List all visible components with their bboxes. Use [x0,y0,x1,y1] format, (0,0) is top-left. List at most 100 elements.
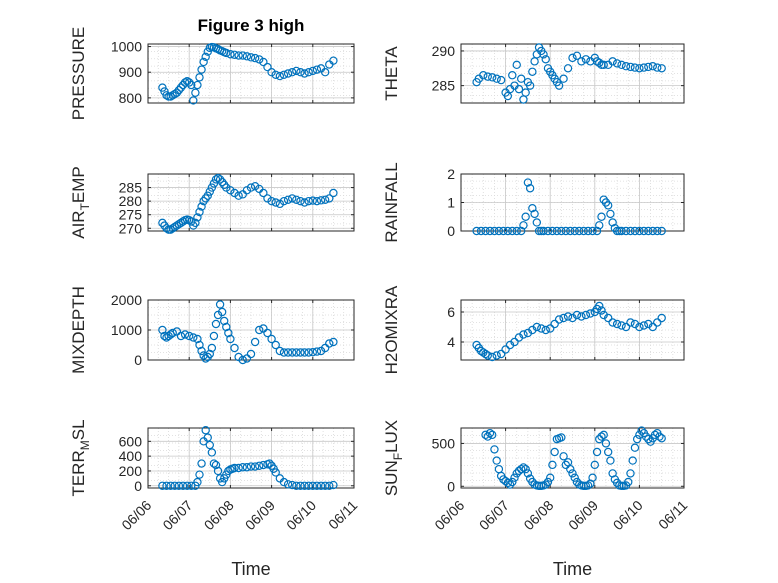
data-point [246,53,256,62]
data-point [288,68,297,77]
x-tick-label: 06/11 [325,497,361,533]
data-point [209,179,219,188]
data-point [603,313,613,323]
data-point [263,194,272,203]
y-tick-label: 600 [119,433,143,449]
data-point [550,447,559,457]
data-point [288,348,297,357]
data-point [304,348,313,357]
data-point [250,462,260,471]
data-point [635,322,644,332]
data-point [187,481,196,490]
data-point [246,462,256,471]
data-point [230,50,239,59]
data-point [528,203,537,213]
data-point [312,65,322,74]
data-point [588,473,597,482]
data-point [275,199,285,209]
data-point [250,53,260,63]
data-point [496,75,506,85]
data-point [304,481,313,490]
data-point [162,481,171,490]
panel-theta: 285 290 THETA [382,43,685,104]
data-point [189,333,198,342]
data-point [492,351,501,360]
data-point [279,196,289,206]
data-point [222,48,231,58]
data-point [259,324,268,333]
y-tick-label: 0 [447,478,455,494]
data-point [250,182,260,191]
data-point [283,480,293,489]
data-point [320,343,330,353]
data-point [193,477,202,487]
data-point [166,225,175,234]
data-point [283,69,293,78]
x-tick-label: 06/10 [283,497,319,533]
data-point [597,306,606,315]
data-point [523,178,533,187]
data-point [624,477,633,487]
data-point [217,177,227,187]
data-point [517,74,526,83]
data-point [267,334,276,344]
data-point [617,60,626,70]
data-point [590,460,600,470]
data-point [543,477,553,487]
y-tick-label: 200 [119,463,143,479]
data-point [296,196,305,206]
data-point [508,477,517,487]
data-point [599,60,608,70]
y-tick-label: 800 [119,90,143,106]
data-point [588,226,597,236]
data-point [648,226,657,236]
data-point [176,83,186,92]
data-point [530,209,539,219]
data-point [316,196,326,205]
data-point [308,481,317,490]
x-tick-label: 06/08 [520,497,556,533]
data-point [304,196,313,206]
data-point [528,67,537,76]
data-point [644,226,653,236]
data-point [271,468,280,477]
data-point [519,221,528,230]
data-point [292,195,301,204]
data-point [162,91,171,100]
data-point [637,426,646,435]
data-point [211,460,221,470]
data-point [510,473,519,482]
data-point [657,226,666,236]
data-point [479,71,488,80]
data-point [537,324,546,333]
data-point [592,447,602,457]
y-tick-label: 900 [119,64,143,80]
data-point [308,66,317,76]
data-point [195,73,204,82]
y-tick-label: 1 [447,195,455,211]
data-point [514,84,524,94]
data-point [193,80,202,90]
y-tick-label: 400 [119,448,143,464]
data-point [312,196,322,206]
data-point [215,175,225,184]
data-point [617,226,626,236]
data-point [632,434,642,444]
data-point [561,226,571,236]
data-point [570,473,579,482]
data-point [288,480,297,490]
data-point [483,72,492,81]
data-point [168,224,177,233]
data-point [552,226,562,236]
y-axis-label: THETA [382,46,401,101]
data-point [472,226,481,236]
data-point [209,331,219,341]
data-point [234,463,243,473]
data-point [521,464,530,474]
panel-pressure: 800 900 1000 PRESSURE [69,27,355,120]
data-point [608,218,617,227]
data-point [639,321,649,330]
y-tick-label: 290 [432,43,456,59]
data-point [639,63,649,72]
